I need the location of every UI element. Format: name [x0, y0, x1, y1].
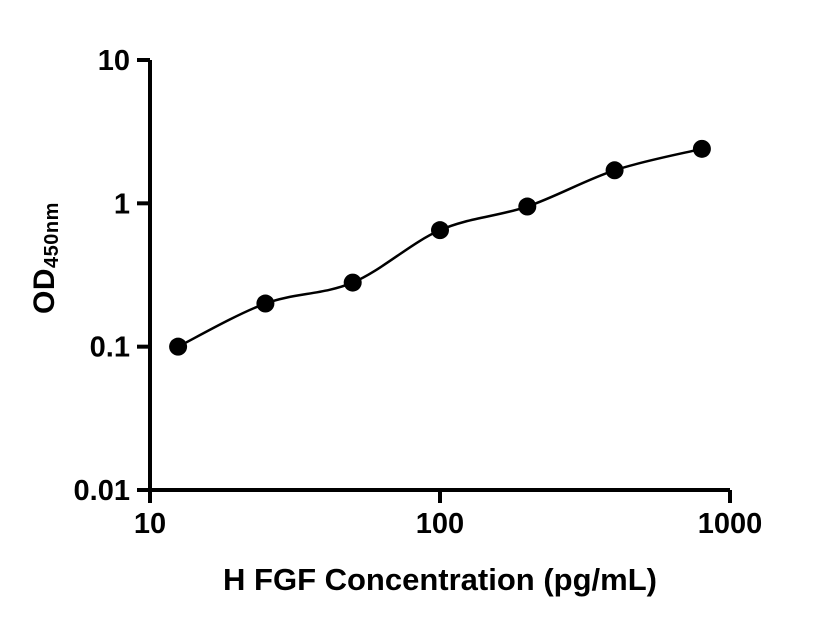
data-point	[431, 221, 449, 240]
x-axis-label: H FGF Concentration (pg/mL)	[223, 562, 657, 597]
x-tick-label: 1000	[698, 508, 763, 540]
data-point	[605, 161, 624, 180]
data-point	[692, 139, 711, 158]
x-tick-label: 10	[134, 508, 166, 540]
data-point	[169, 337, 188, 356]
data-point	[343, 273, 362, 292]
y-tick-label: 0.1	[90, 332, 130, 364]
y-tick-label: 10	[98, 45, 130, 77]
y-tick-label: 0.01	[74, 475, 130, 507]
y-axis-label: OD450nm	[28, 202, 64, 314]
y-tick-label: 1	[114, 188, 130, 220]
data-point	[518, 197, 537, 216]
fit-curve	[177, 147, 703, 348]
x-tick-label: 100	[416, 508, 464, 540]
y-axis-label-text: OD	[28, 267, 61, 314]
y-axis-label-subscript: 450nm	[41, 202, 63, 268]
data-point	[256, 294, 275, 313]
